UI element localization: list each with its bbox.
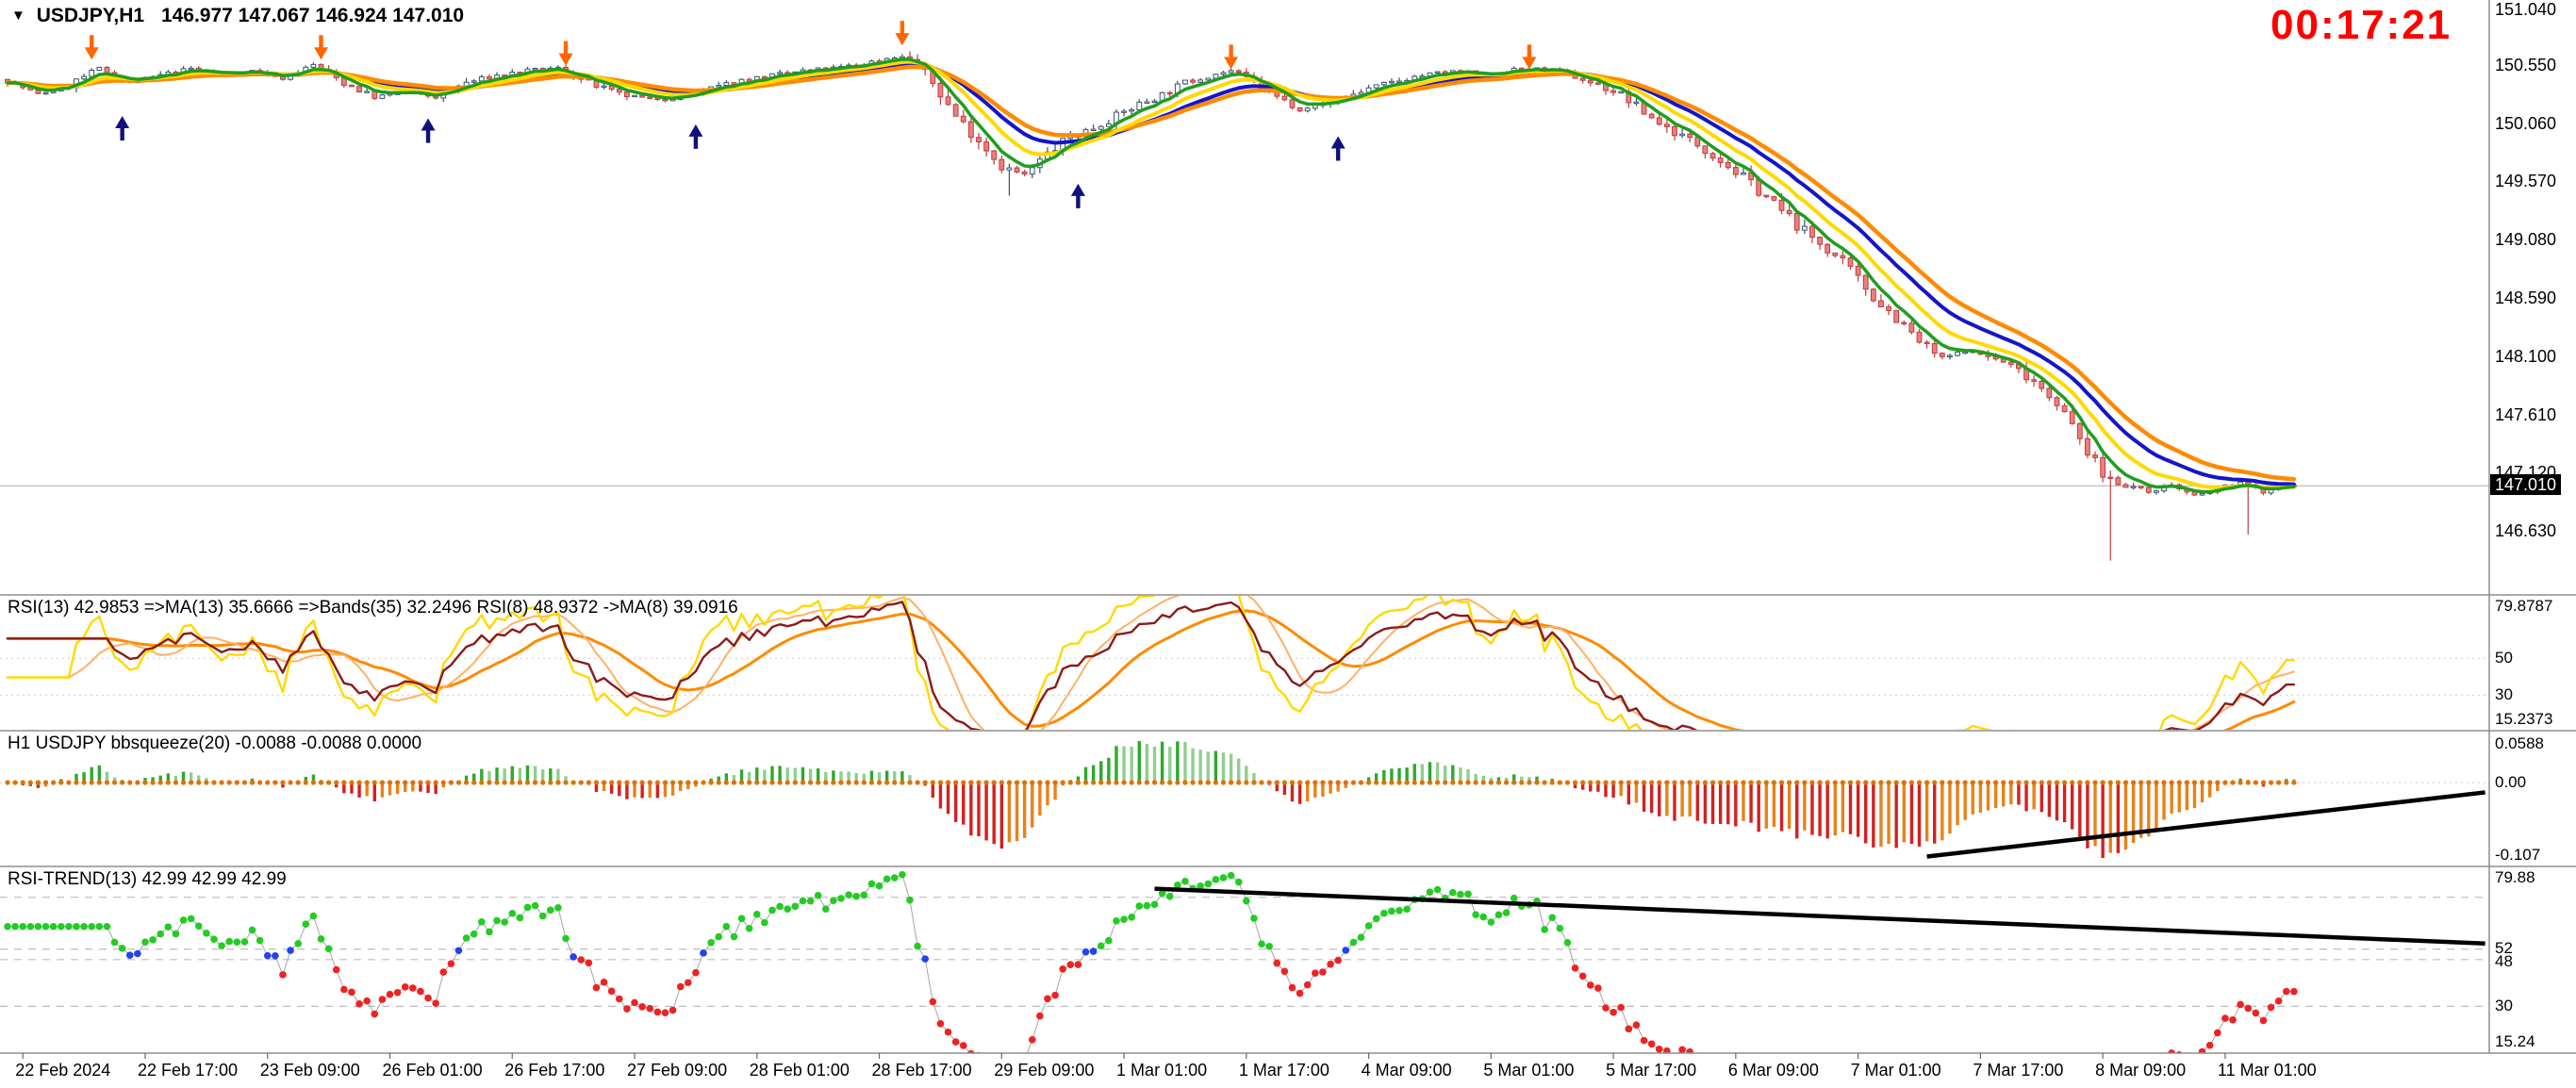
sell-arrow-icon: [1229, 44, 1233, 58]
trend-scale-min: 15.24: [2495, 1032, 2535, 1050]
time-axis-label: 28 Feb 17:00: [871, 1061, 972, 1080]
sell-arrow-icon: [319, 35, 323, 49]
time-axis[interactable]: 22 Feb 2024 22 Feb 17:00 23 Feb 09:00 26 Fe…: [0, 1053, 2576, 1088]
rsi-scale-max: 79.8787: [2495, 597, 2553, 615]
sell-arrow-icon: [90, 35, 94, 49]
rsi-indicator-label: RSI(13) 42.9853 =>MA(13) 35.6666 =>Bands…: [8, 598, 738, 618]
price-scale-label: 149.080: [2495, 230, 2557, 250]
trend-scale-max: 79.88: [2495, 868, 2535, 886]
squeeze-trendline: [1926, 790, 2485, 859]
sell-arrow-icon: [1527, 44, 1532, 58]
rsi-scale-50: 50: [2495, 649, 2513, 668]
time-axis-label: 23 Feb 09:00: [259, 1061, 360, 1080]
sell-arrow-icon: [900, 21, 905, 35]
buy-arrow-icon: [688, 124, 703, 137]
squeeze-scale-min: -0.107: [2495, 846, 2541, 864]
time-axis-label: 11 Mar 01:00: [2217, 1061, 2317, 1080]
time-axis-label: 4 Mar 09:00: [1361, 1061, 1452, 1080]
price-scale-label: 150.550: [2495, 55, 2557, 74]
price-scale[interactable]: 151.040 150.550 150.060 149.570 149.080 148.5…: [2489, 0, 2576, 1053]
candle-countdown-timer: 00:17:21: [2271, 2, 2452, 48]
buy-arrow-icon: [1070, 183, 1085, 196]
panel-borders: [0, 0, 2576, 1059]
bbsqueeze-indicator-label: H1 USDJPY bbsqueeze(20) -0.0088 -0.0088 …: [8, 734, 422, 753]
time-axis-label: 5 Mar 17:00: [1606, 1061, 1697, 1080]
price-scale-label: 147.610: [2495, 404, 2557, 424]
time-axis-label: 6 Mar 09:00: [1727, 1061, 1819, 1080]
time-axis-label: 22 Feb 17:00: [137, 1061, 239, 1080]
chart-ohlc-values: 146.977 147.067 146.924 147.010: [160, 5, 465, 26]
rsi-panel[interactable]: [0, 585, 2489, 750]
chart-title: ▼ USDJPY,H1 146.977 147.067 146.924 147.…: [11, 5, 464, 27]
chart-dropdown-icon[interactable]: ▼: [11, 8, 25, 24]
time-axis-label: 8 Mar 09:00: [2095, 1061, 2187, 1080]
time-axis-label: 26 Feb 01:00: [382, 1061, 483, 1080]
time-axis-label: 27 Feb 09:00: [627, 1061, 728, 1080]
price-scale-label: 148.590: [2495, 288, 2557, 307]
buy-arrow-icon: [421, 118, 436, 131]
squeeze-scale-max: 0.0588: [2495, 734, 2544, 752]
price-scale-label: 149.570: [2495, 172, 2557, 191]
trend-scale-30: 30: [2495, 997, 2513, 1015]
buy-arrow-icon: [115, 116, 130, 129]
time-axis-label: 28 Feb 01:00: [749, 1061, 850, 1080]
squeeze-scale-zero: 0.00: [2495, 772, 2527, 791]
time-axis-label: 1 Mar 01:00: [1116, 1061, 1208, 1080]
price-scale-label: 151.040: [2495, 0, 2557, 19]
trend-scale-48: 48: [2495, 951, 2513, 970]
rsi-scale-30: 30: [2495, 685, 2513, 704]
chart-symbol-period: USDJPY,H1: [36, 5, 145, 26]
time-axis-label: 26 Feb 17:00: [504, 1061, 605, 1080]
time-axis-label: 29 Feb 09:00: [994, 1061, 1095, 1080]
rsi-trend-panel[interactable]: [0, 870, 2489, 1084]
time-axis-label: 7 Mar 01:00: [1850, 1061, 1941, 1080]
trend-scale-52: 52: [2495, 938, 2513, 957]
price-scale-label: 150.060: [2495, 113, 2557, 133]
buy-arrow-icon: [1330, 136, 1346, 149]
rsi-scale-min: 15.2373: [2495, 710, 2553, 728]
main-price-panel[interactable]: [0, 21, 2489, 561]
price-scale-label: 146.630: [2495, 521, 2557, 541]
price-scale-label: 148.100: [2495, 346, 2557, 366]
time-axis-label: 5 Mar 01:00: [1483, 1061, 1575, 1080]
sell-arrow-icon: [563, 41, 569, 55]
rsi-trend-indicator-label: RSI-TREND(13) 42.99 42.99 42.99: [8, 869, 287, 889]
time-axis-label: 7 Mar 17:00: [1973, 1061, 2064, 1080]
time-axis-label: 22 Feb 2024: [15, 1061, 111, 1080]
trend-trendline: [1154, 886, 2485, 946]
time-axis-label: 1 Mar 17:00: [1238, 1061, 1329, 1080]
bbsqueeze-panel[interactable]: [0, 741, 2489, 859]
current-price-tag: 147.010: [2490, 474, 2562, 495]
